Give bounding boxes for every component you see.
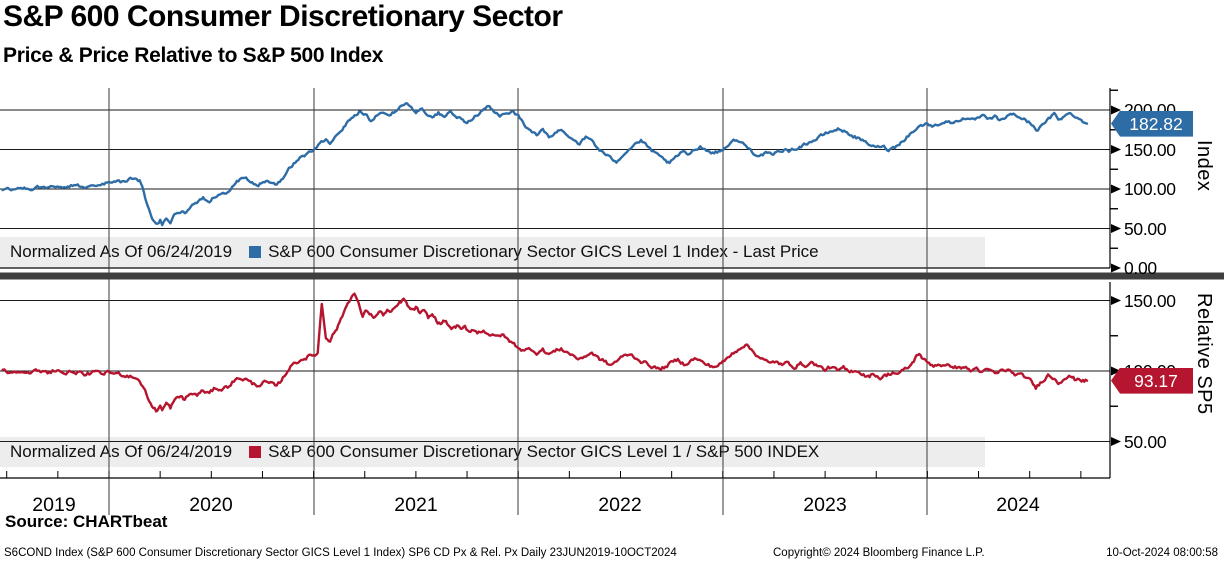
y-tick-label: 0.00 [1124, 258, 1157, 278]
footer-datetime: 10-Oct-2024 08:00:58 [1106, 547, 1218, 559]
x-tick-label-2023: 2023 [803, 494, 847, 516]
top-legend-normalized-label: Normalized As Of 06/24/2019 [10, 242, 233, 261]
x-tick-label-2019: 2019 [32, 494, 76, 516]
source-label: Source: CHARTbeat [5, 512, 168, 531]
x-tick-label-2020: 2020 [189, 494, 233, 516]
page-subtitle: Price & Price Relative to S&P 500 Index [3, 44, 384, 67]
last-price-badge-relative: 93.17 [1111, 367, 1193, 394]
bottom-legend-series-label: S&P 600 Consumer Discretionary Sector GI… [268, 442, 820, 461]
y-tick-label: 150.00 [1124, 139, 1176, 160]
y-tick-label: 50.00 [1124, 431, 1167, 452]
red-series-swatch-icon [249, 446, 262, 458]
top-legend-series-label: S&P 600 Consumer Discretionary Sector GI… [268, 242, 819, 261]
x-tick-label-2022: 2022 [598, 494, 642, 516]
page-title: S&P 600 Consumer Discretionary Sector [3, 0, 563, 33]
bottom-legend-normalized-label: Normalized As Of 06/24/2019 [10, 442, 233, 461]
y-tick-label: 100.00 [1124, 179, 1176, 199]
y-tick-label: 50.00 [1124, 218, 1167, 239]
y-tick-label: 150.00 [1124, 290, 1176, 311]
series-line-bottom [1, 292, 1089, 413]
x-tick-label-2024: 2024 [996, 494, 1040, 516]
x-tick-label-2021: 2021 [394, 494, 438, 516]
bottom-axis-title: Relative SP5 [1193, 293, 1215, 415]
footer-ticker-info: S6COND Index (S&P 600 Consumer Discretio… [4, 547, 677, 559]
last-price-badge-index: 182.82 [1111, 110, 1193, 137]
series-line-top [1, 102, 1089, 227]
footer-copyright: Copyright© 2024 Bloomberg Finance L.P. [773, 547, 985, 559]
top-axis-title: Index [1193, 140, 1215, 192]
top-legend: Normalized As Of 06/24/2019 S&P 600 Cons… [0, 237, 985, 267]
blue-series-swatch-icon [249, 246, 262, 258]
